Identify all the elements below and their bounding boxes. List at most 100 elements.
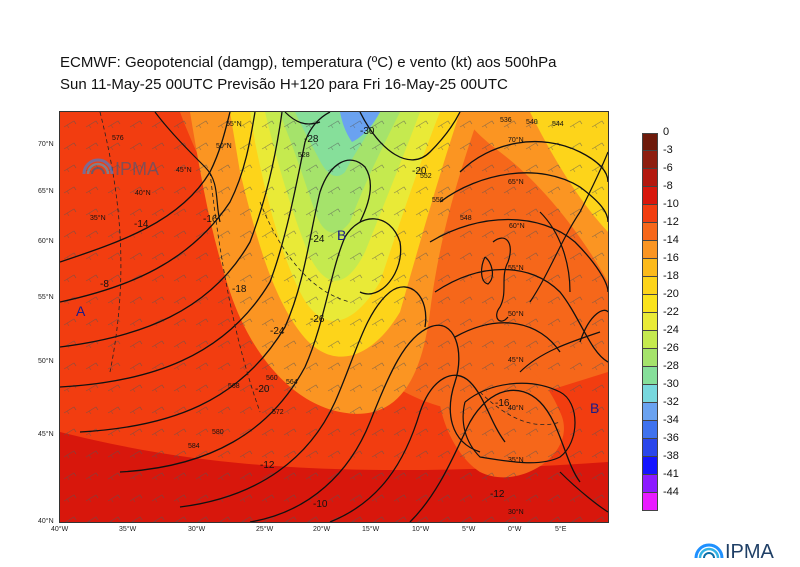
low-pressure-label-north: B [337,227,346,243]
longitude-label: 5°E [555,526,567,533]
latitude-label: 70°N [38,141,54,148]
latitude-label: 50°N [38,358,54,365]
colorbar-cell [642,187,658,205]
longitude-label: 20°W [313,526,331,533]
height-label: 528 [298,152,310,159]
height-label: 552 [420,173,432,180]
inner-lat-label: 45°N [508,356,524,364]
colorbar-label: 0 [663,126,670,138]
colorbar-cell [642,439,658,457]
colorbar-label: -10 [663,198,679,210]
inner-lat-label: 40°N [508,404,524,412]
colorbar-label: -34 [663,414,679,426]
colorbar-label: -24 [663,324,679,336]
colorbar-cell [642,493,658,511]
wind-barbs [60,112,608,522]
longitude-label: 0°W [508,526,522,533]
latitude-label: 65°N [38,188,54,195]
ipma-watermark-text: IPMA [115,159,159,179]
inner-lat-label: 65°N [508,178,524,186]
inner-lat-label: 60°N [509,222,525,230]
ipma-logo-graphic: IPMA [694,541,775,563]
colorbar-cell [642,457,658,475]
height-label: 540 [526,119,538,126]
colorbar-label: -20 [663,288,679,300]
geopotential-contours [60,112,608,522]
temp-label: -20 [412,166,427,177]
inner-lat-labels: 55°N 50°N 45°N 40°N 35°N 70°N 65°N 60°N … [90,120,525,516]
colorbar-cell [642,295,658,313]
temp-label: -28 [304,134,319,145]
coastlines [154,112,608,513]
colorbar-cell [642,169,658,187]
latitude-label: 45°N [38,431,54,438]
temp-label: -16 [495,398,510,409]
height-label: 560 [266,375,278,382]
latitude-label: 60°N [38,238,54,245]
map-canvas: A B B -28 -24 -26 -24 -20 -18 -16 -14 -1… [60,112,608,522]
temp-label: -12 [260,460,275,471]
colorbar-label: -30 [663,378,679,390]
ipma-logo-text: IPMA [725,541,775,562]
ipma-logo: IPMA [694,536,794,563]
colorbar-label: -14 [663,234,679,246]
colorbar-label: -41 [663,468,679,480]
inner-lat-label: 35°N [90,214,106,222]
inner-lat-label: 30°N [508,508,524,516]
colorbar-label: -36 [663,432,679,444]
longitude-label: 10°W [412,526,430,533]
colorbar-cell [642,421,658,439]
temp-label: -24 [270,326,285,337]
latitude-label: 55°N [38,294,54,301]
colorbar-label: -28 [663,360,679,372]
colorbar-label: -12 [663,216,679,228]
temp-label: -12 [490,489,505,500]
temp-label: -10 [313,499,328,510]
low-pressure-label-east: B [590,400,599,416]
temp-label: -30 [360,126,375,137]
colorbar-label: -22 [663,306,679,318]
temp-label: -24 [310,234,325,245]
temp-label: -26 [310,314,325,325]
colorbar-cell [642,151,658,169]
longitude-label: 35°W [119,526,137,533]
height-label: 572 [272,409,284,416]
colorbar-label: -38 [663,450,679,462]
colorbar-cell [642,205,658,223]
height-label: 544 [552,121,564,128]
weather-map: A B B -28 -24 -26 -24 -20 -18 -16 -14 -1… [59,111,609,523]
colorbar-cell [642,403,658,421]
temp-label: -14 [134,219,149,230]
colorbar-cell [642,385,658,403]
temp-label: -8 [100,279,109,290]
chart-subtitle: Sun 11-May-25 00UTC Previsão H+120 para … [60,76,508,93]
colorbar-cell [642,331,658,349]
colorbar-cell [642,367,658,385]
height-label: 556 [432,197,444,204]
inner-lat-label: 50°N [508,310,524,318]
colorbar-label: -32 [663,396,679,408]
height-label: 568 [228,383,240,390]
colorbar-label: -44 [663,486,679,498]
temperature-colorbar [642,133,658,511]
colorbar-cell [642,133,658,151]
height-label: 584 [188,443,200,450]
inner-lat-label: 40°N [135,189,151,197]
height-label: 576 [112,135,124,142]
longitude-label: 40°W [51,526,69,533]
colorbar-cell [642,313,658,331]
temp-label: -20 [255,384,270,395]
colorbar-label: -16 [663,252,679,264]
height-label: 580 [212,429,224,436]
temp-label: -16 [203,214,218,225]
latitude-label: 40°N [38,518,54,525]
colorbar-cell [642,259,658,277]
inner-lat-label: 70°N [508,136,524,144]
colorbar-cell [642,475,658,493]
temp-label: -18 [232,284,247,295]
longitude-label: 15°W [362,526,380,533]
colorbar-label: -6 [663,162,673,174]
inner-lat-label: 50°N [216,142,232,150]
longitude-label: 30°W [188,526,206,533]
temperature-contours [99,112,561,426]
